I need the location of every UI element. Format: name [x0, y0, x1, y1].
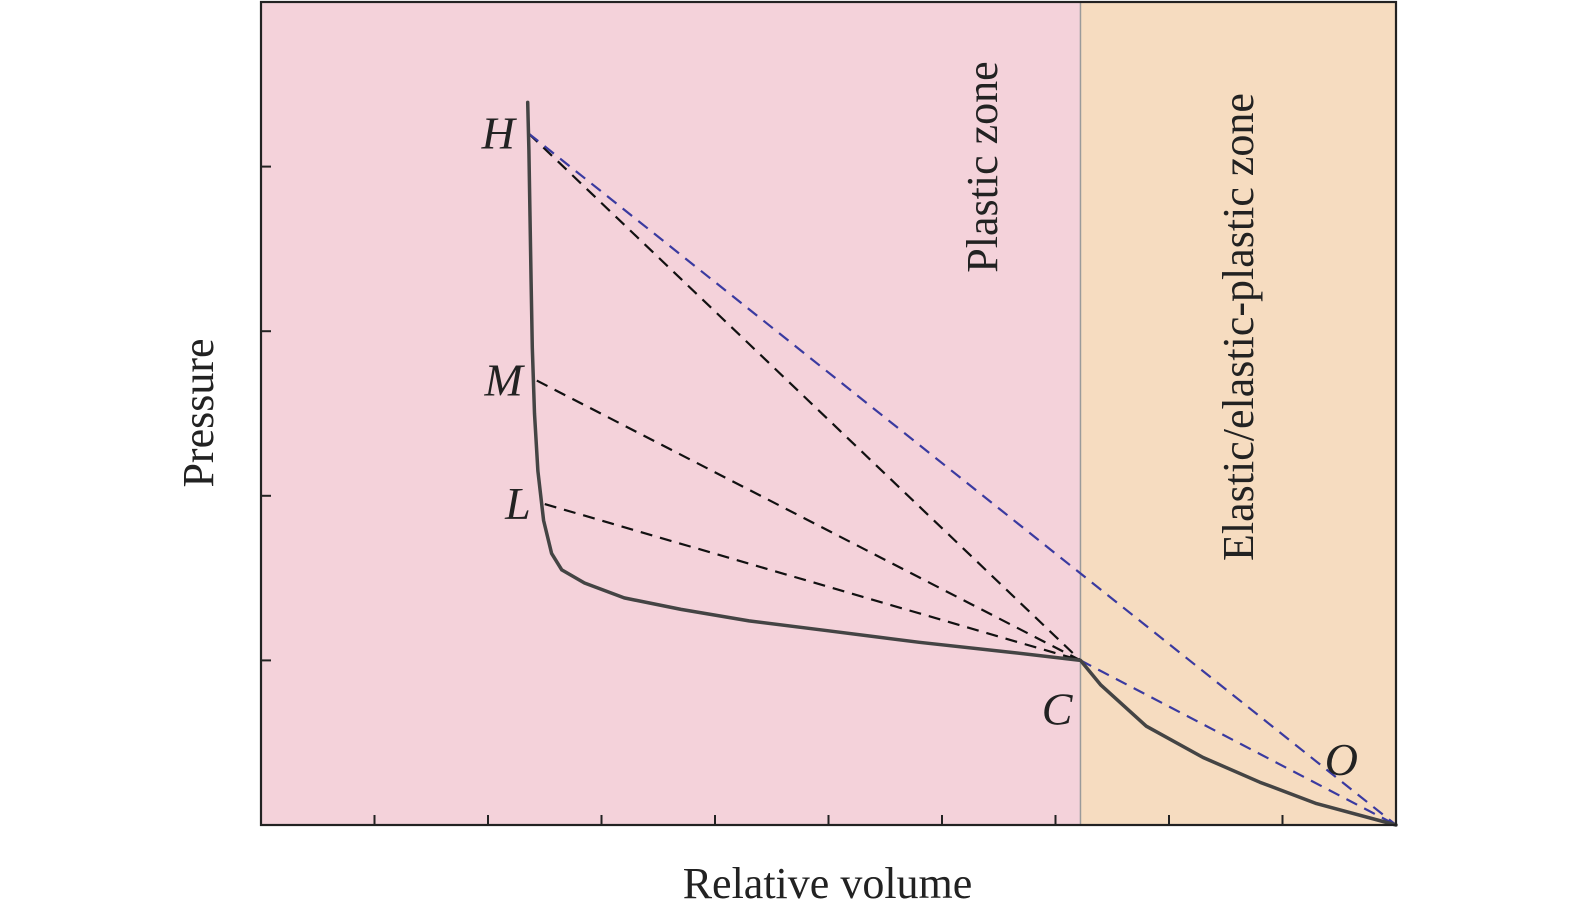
zone-0 [261, 2, 1081, 825]
dashed-line-L-C [544, 502, 1081, 662]
point-label-H: H [481, 108, 518, 159]
dashed-line-H-O [528, 132, 1397, 826]
point-label-M: M [483, 355, 525, 406]
zone-backgrounds [261, 2, 1396, 825]
zone-1 [1080, 2, 1396, 825]
dashed-line-H-C [528, 132, 1082, 662]
dashed-lines [528, 132, 1397, 826]
series-line-0 [525, 100, 1398, 827]
y-axis-title: Pressure [174, 338, 223, 487]
point-label-O: O [1325, 734, 1358, 785]
point-label-L: L [504, 478, 531, 529]
pressure-curve [525, 100, 1398, 827]
zone-label-elastic: Elastic/elastic-plastic zone [1214, 93, 1263, 561]
axes [259, 0, 1398, 827]
point-labels: H M L C O [481, 108, 1358, 785]
point-label-C: C [1042, 683, 1074, 734]
dashed-line-M-C [536, 379, 1081, 662]
zone-label-plastic: Plastic zone [958, 61, 1007, 272]
x-axis-title: Relative volume [683, 859, 973, 908]
